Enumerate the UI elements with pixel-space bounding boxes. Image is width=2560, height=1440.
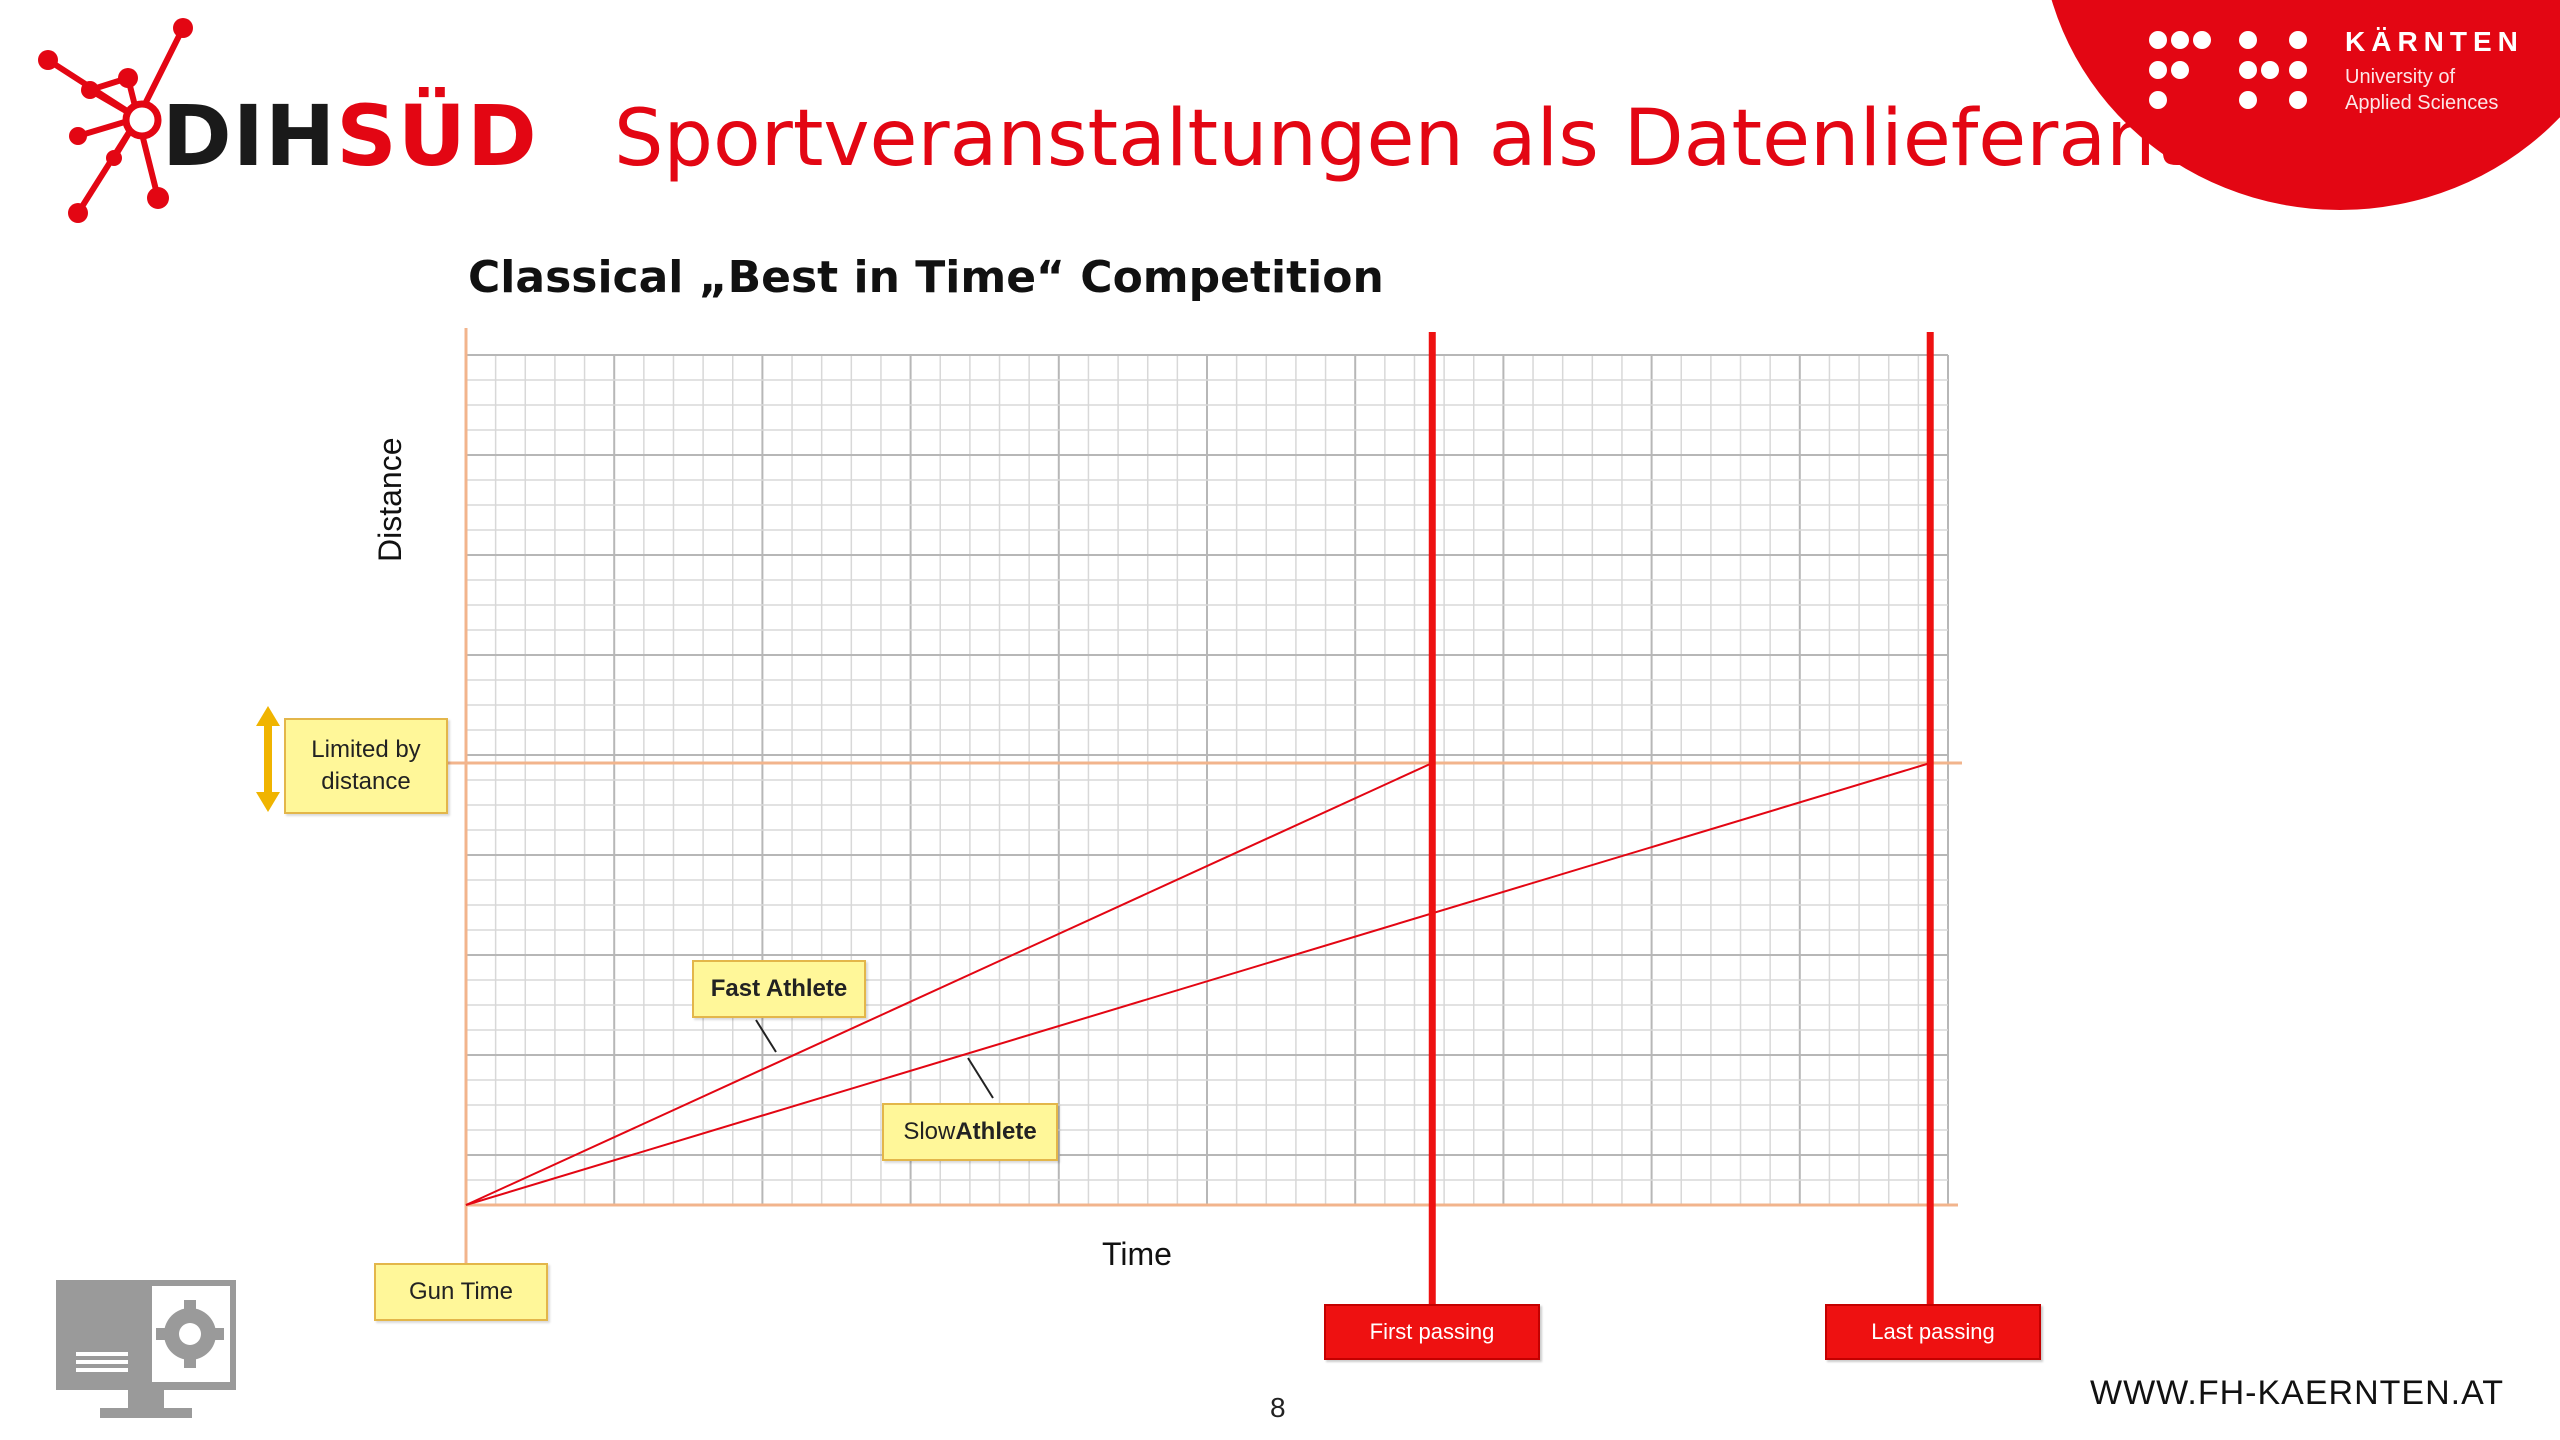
chart-grid bbox=[465, 354, 1949, 1206]
slow-callout-pointer bbox=[967, 1057, 994, 1099]
slow-athlete-line bbox=[465, 762, 1931, 1206]
size-arrow-icon bbox=[256, 706, 280, 812]
limited-line2: distance bbox=[321, 768, 411, 795]
last-passing-label: Last passing bbox=[1825, 1304, 2041, 1360]
slow-bold: Athlete bbox=[955, 1118, 1037, 1145]
fh-dots-icon bbox=[2149, 31, 2307, 109]
fh-subtitle: University of Applied Sciences bbox=[2345, 64, 2545, 116]
slow-prefix: Slow bbox=[903, 1118, 956, 1145]
page-number: 8 bbox=[1270, 1392, 1286, 1423]
x-axis-label: Time bbox=[1102, 1236, 1172, 1272]
gun-time-label: Gun Time bbox=[374, 1263, 548, 1321]
website-url: WWW.FH-KAERNTEN.AT bbox=[2090, 1374, 2504, 1412]
slide-title: Sportveranstaltungen als Datenlieferant bbox=[614, 94, 2187, 184]
logo-dih: DIH bbox=[162, 87, 337, 185]
chart-markers bbox=[1428, 332, 1934, 1304]
diagram-subtitle: Classical „Best in Time“ Competition bbox=[468, 252, 1384, 303]
fast-athlete-line bbox=[465, 762, 1433, 1206]
fh-subtitle-line2: Applied Sciences bbox=[2345, 92, 2499, 114]
fh-corner-badge bbox=[2051, 0, 2560, 210]
dih-logo-text: DIHSÜD bbox=[162, 94, 538, 178]
limited-line1: Limited by bbox=[311, 736, 421, 763]
fast-callout-pointer bbox=[755, 1019, 777, 1053]
monitor-gear-icon bbox=[56, 1280, 236, 1418]
chart-series bbox=[465, 762, 1931, 1206]
fh-subtitle-line1: University of bbox=[2345, 66, 2456, 88]
dih-network-icon bbox=[38, 18, 193, 223]
fast-athlete-label: Fast Athlete bbox=[692, 960, 866, 1018]
slow-athlete-label: Slow Athlete bbox=[882, 1103, 1058, 1161]
fh-name: KÄRNTEN bbox=[2345, 26, 2524, 57]
logo-sud: SÜD bbox=[336, 87, 538, 185]
limited-by-distance-label: Limited by distance bbox=[284, 718, 448, 814]
chart-axes bbox=[444, 328, 1962, 1263]
y-axis-label: Distance bbox=[372, 437, 408, 563]
first-passing-label: First passing bbox=[1324, 1304, 1540, 1360]
